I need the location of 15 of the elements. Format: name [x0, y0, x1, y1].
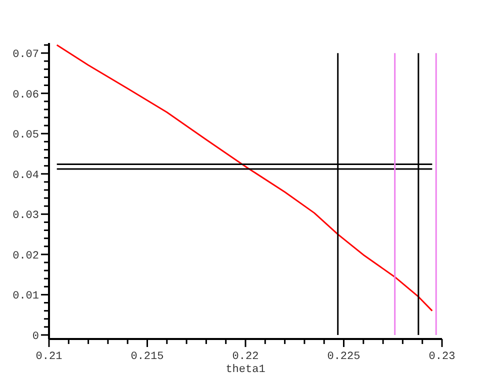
y-tick-label: 0.01: [12, 290, 40, 303]
x-axis-title: theta1: [226, 364, 266, 376]
x-tick-label: 0.21: [36, 351, 63, 363]
y-tick-label: 0.03: [12, 210, 39, 222]
x-tick-label: 0.215: [130, 351, 164, 363]
x-tick-label: 0.23: [428, 351, 456, 363]
x-tick-label: 0.225: [327, 351, 360, 363]
y-tick-label: 0.06: [12, 89, 39, 102]
y-tick-label: 0.04: [12, 170, 40, 182]
y-tick-label: 0.07: [12, 49, 39, 62]
y-tick-label: 0.02: [12, 250, 39, 262]
y-tick-label: 0.05: [12, 130, 39, 142]
y-tick-label: 0: [32, 330, 39, 343]
line-series: [56, 44, 433, 312]
x-tick-label: 0.22: [232, 351, 259, 363]
